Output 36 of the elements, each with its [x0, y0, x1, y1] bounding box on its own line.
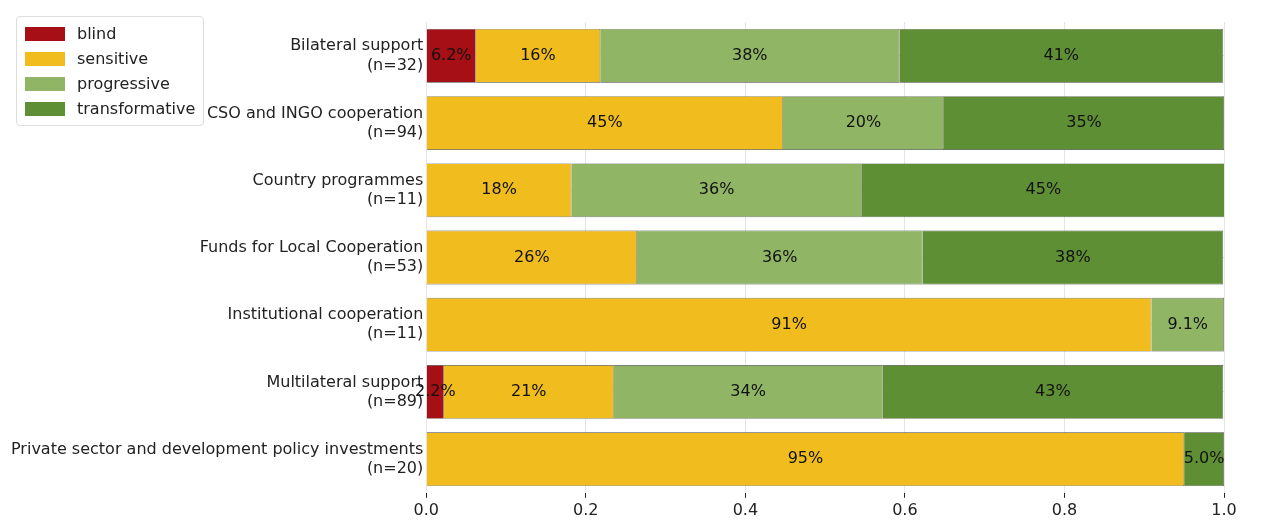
- y-tick-label: Private sector and development policy investments (n=20): [11, 438, 424, 477]
- data-label: 36%: [698, 179, 735, 199]
- data-label: 41%: [1043, 44, 1080, 64]
- data-label: 34%: [730, 381, 766, 401]
- x-tick-label: 0.8: [1051, 499, 1078, 519]
- data-label: 9.1%: [1167, 313, 1209, 333]
- data-label: 45%: [587, 112, 623, 132]
- data-label: 26%: [514, 246, 550, 266]
- data-label: 36%: [761, 246, 798, 266]
- data-label: 91%: [771, 313, 807, 333]
- data-label: 6.2%: [430, 44, 472, 64]
- data-label: 5.0%: [1183, 448, 1225, 468]
- x-tick-label: 0.4: [732, 499, 759, 519]
- data-label: 16%: [520, 44, 556, 64]
- x-tick-label: 0.6: [892, 499, 918, 519]
- legend-label: sensitive: [77, 49, 149, 68]
- y-tick-label: Country programmes (n=11): [252, 169, 424, 209]
- data-label: 45%: [1025, 179, 1062, 199]
- legend-label: blind: [77, 24, 117, 43]
- data-label: 20%: [845, 112, 882, 132]
- legend-label: transformative: [77, 99, 196, 118]
- y-tick-label: Institutional cooperation (n=11): [227, 304, 424, 343]
- data-label: 43%: [1035, 381, 1071, 401]
- x-tick-label: 1.0: [1211, 499, 1237, 519]
- y-tick-label: Funds for Local Cooperation (n=53): [199, 237, 424, 276]
- legend-label: progressive: [77, 74, 170, 93]
- data-label: 18%: [481, 179, 517, 199]
- x-tick-label: 0.2: [573, 499, 599, 519]
- x-tick-label: 0.0: [413, 499, 439, 519]
- y-tick-label: Bilateral support (n=32): [290, 35, 424, 74]
- data-label: 35%: [1066, 112, 1102, 132]
- data-label: 38%: [1055, 246, 1091, 266]
- data-label: 95%: [787, 448, 824, 468]
- data-label: 21%: [510, 381, 547, 401]
- y-tick-label: CSO and INGO cooperation (n=94): [206, 102, 424, 141]
- data-label: 38%: [731, 44, 768, 64]
